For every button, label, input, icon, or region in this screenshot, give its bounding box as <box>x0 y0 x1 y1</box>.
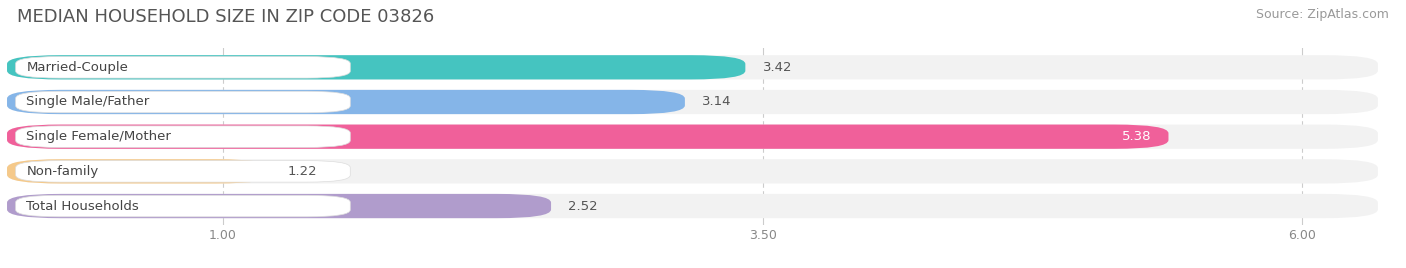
FancyBboxPatch shape <box>15 91 350 113</box>
Text: 5.38: 5.38 <box>1122 130 1152 143</box>
FancyBboxPatch shape <box>7 159 270 184</box>
Text: Source: ZipAtlas.com: Source: ZipAtlas.com <box>1256 8 1389 21</box>
FancyBboxPatch shape <box>7 90 685 114</box>
FancyBboxPatch shape <box>15 57 350 78</box>
Text: Single Male/Father: Single Male/Father <box>27 95 149 109</box>
Text: 3.14: 3.14 <box>702 95 731 109</box>
Text: Non-family: Non-family <box>27 165 98 178</box>
Text: Single Female/Mother: Single Female/Mother <box>27 130 172 143</box>
FancyBboxPatch shape <box>15 126 350 147</box>
FancyBboxPatch shape <box>7 159 1378 184</box>
FancyBboxPatch shape <box>15 195 350 217</box>
Text: MEDIAN HOUSEHOLD SIZE IN ZIP CODE 03826: MEDIAN HOUSEHOLD SIZE IN ZIP CODE 03826 <box>17 8 434 26</box>
FancyBboxPatch shape <box>7 125 1378 149</box>
FancyBboxPatch shape <box>15 161 350 182</box>
Text: 1.22: 1.22 <box>288 165 318 178</box>
Text: Married-Couple: Married-Couple <box>27 61 128 74</box>
FancyBboxPatch shape <box>7 55 1378 79</box>
FancyBboxPatch shape <box>7 55 745 79</box>
FancyBboxPatch shape <box>7 194 1378 218</box>
FancyBboxPatch shape <box>7 194 551 218</box>
Text: 2.52: 2.52 <box>568 200 598 213</box>
FancyBboxPatch shape <box>7 125 1168 149</box>
FancyBboxPatch shape <box>7 90 1378 114</box>
Text: Total Households: Total Households <box>27 200 139 213</box>
Text: 3.42: 3.42 <box>762 61 792 74</box>
